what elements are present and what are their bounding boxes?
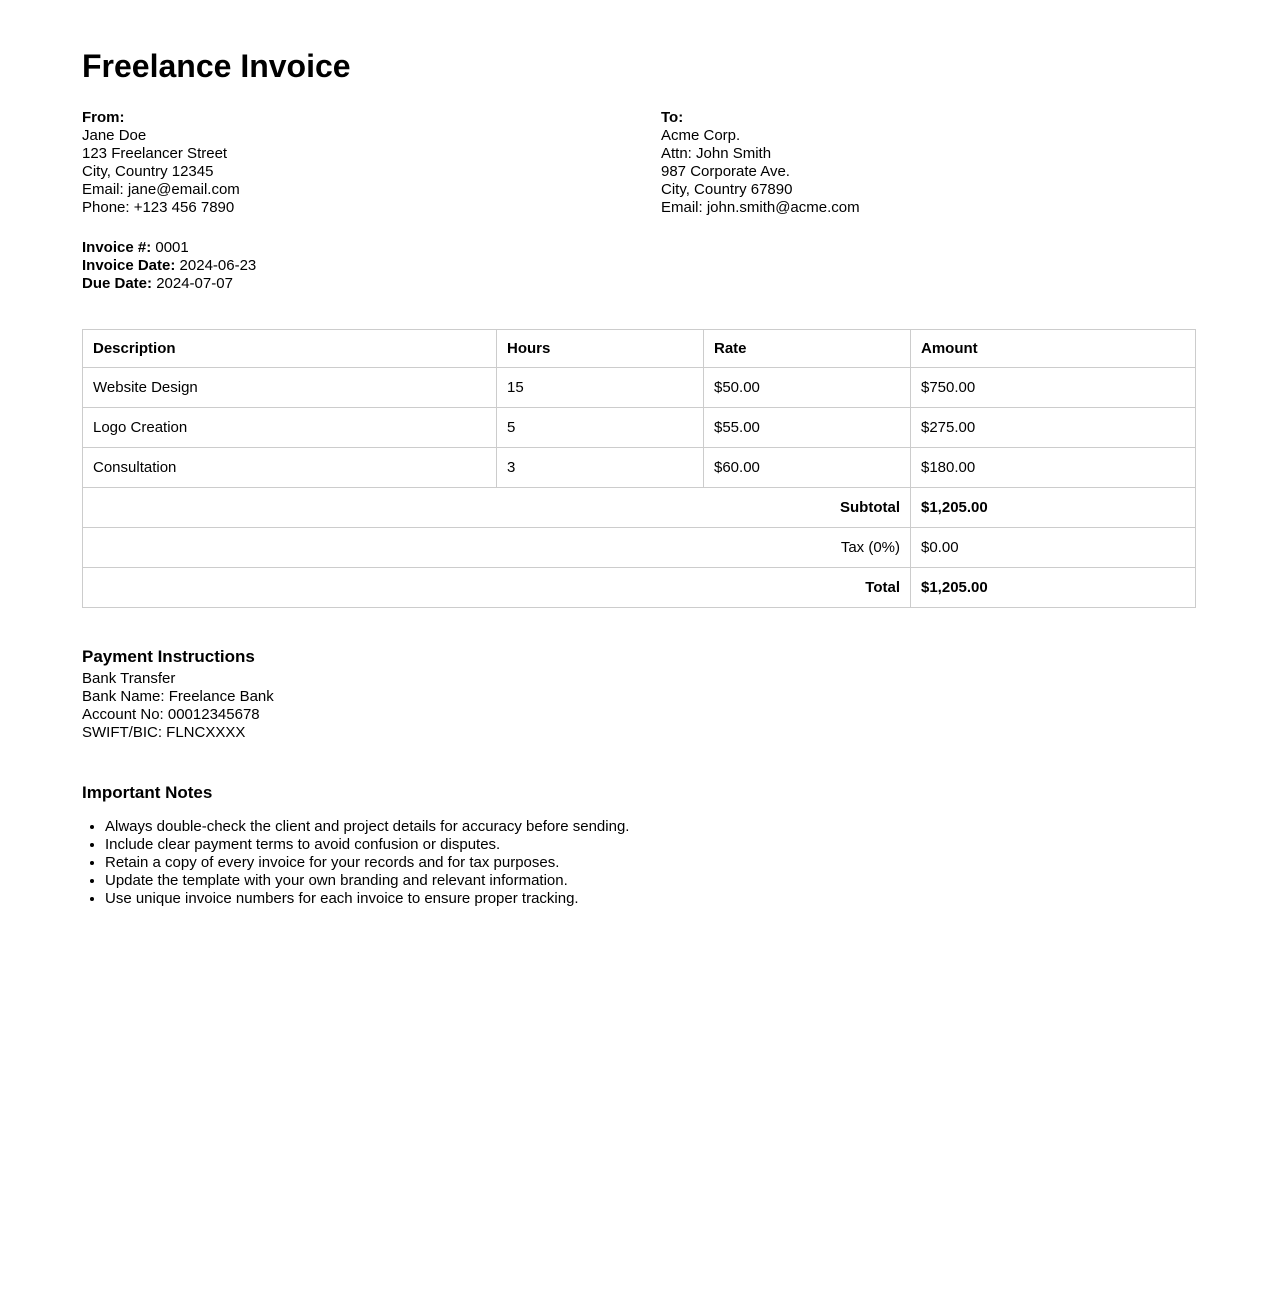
table-header-row: Description Hours Rate Amount xyxy=(82,328,1196,368)
cell-amount: $180.00 xyxy=(910,446,1196,488)
cell-description: Consultation xyxy=(82,446,497,488)
header-amount: Amount xyxy=(910,328,1196,368)
notes-list: Always double-check the client and proje… xyxy=(82,818,1195,908)
from-name: Jane Doe xyxy=(82,126,147,144)
cell-amount: $750.00 xyxy=(910,366,1196,408)
tax-value: $0.00 xyxy=(910,526,1196,568)
header-rate: Rate xyxy=(703,328,911,368)
due-date-value: 2024-07-07 xyxy=(156,274,233,292)
to-block: To: Acme Corp. Attn: John Smith 987 Corp… xyxy=(661,109,1195,217)
invoice-number-line: Invoice #: 0001 xyxy=(82,239,1195,257)
from-city: City, Country 12345 xyxy=(82,162,214,180)
address-blocks: From: Jane Doe 123 Freelancer Street Cit… xyxy=(82,109,1195,217)
subtotal-label: Subtotal xyxy=(82,486,911,528)
account-number: Account No: 00012345678 xyxy=(82,705,260,723)
invoice-date-label: Invoice Date: xyxy=(82,256,176,274)
note-item: Always double-check the client and proje… xyxy=(105,818,1195,836)
cell-rate: $60.00 xyxy=(703,446,911,488)
payment-method: Bank Transfer xyxy=(82,669,176,687)
to-city: City, Country 67890 xyxy=(661,180,793,198)
to-label: To: xyxy=(661,108,684,126)
table-row: Consultation 3 $60.00 $180.00 xyxy=(82,446,1196,488)
to-attn: Attn: John Smith xyxy=(661,144,772,162)
payment-instructions-heading: Payment Instructions xyxy=(82,646,255,666)
payment-instructions-section: Payment Instructions Bank Transfer Bank … xyxy=(82,646,1195,742)
tax-row: Tax (0%) $0.00 xyxy=(82,526,1196,568)
invoice-date-value: 2024-06-23 xyxy=(179,256,257,274)
subtotal-row: Subtotal $1,205.00 xyxy=(82,486,1196,528)
cell-description: Website Design xyxy=(82,366,497,408)
header-hours: Hours xyxy=(496,328,704,368)
from-phone: Phone: +123 456 7890 xyxy=(82,198,235,216)
total-value: $1,205.00 xyxy=(910,566,1196,608)
important-notes-section: Important Notes Always double-check the … xyxy=(82,782,1195,908)
note-item: Retain a copy of every invoice for your … xyxy=(105,854,1195,872)
line-items-table: Description Hours Rate Amount Website De… xyxy=(82,328,1196,608)
due-date-label: Due Date: xyxy=(82,274,153,292)
table-row: Logo Creation 5 $55.00 $275.00 xyxy=(82,406,1196,448)
to-email: Email: john.smith@acme.com xyxy=(661,198,860,216)
invoice-date-line: Invoice Date: 2024-06-23 xyxy=(82,257,1195,275)
total-row: Total $1,205.00 xyxy=(82,566,1196,608)
cell-description: Logo Creation xyxy=(82,406,497,448)
bank-name: Bank Name: Freelance Bank xyxy=(82,687,274,705)
to-street: 987 Corporate Ave. xyxy=(661,162,790,180)
cell-hours: 5 xyxy=(496,406,704,448)
note-item: Update the template with your own brandi… xyxy=(105,872,1195,890)
note-item: Use unique invoice numbers for each invo… xyxy=(105,890,1195,908)
cell-hours: 3 xyxy=(496,446,704,488)
page-title: Freelance Invoice xyxy=(82,48,351,84)
invoice-meta: Invoice #: 0001 Invoice Date: 2024-06-23… xyxy=(82,239,1195,293)
table-row: Website Design 15 $50.00 $750.00 xyxy=(82,366,1196,408)
cell-rate: $50.00 xyxy=(703,366,911,408)
note-item: Include clear payment terms to avoid con… xyxy=(105,836,1195,854)
invoice-number-value: 0001 xyxy=(155,238,189,256)
from-label: From: xyxy=(82,108,125,126)
total-label: Total xyxy=(82,566,911,608)
header-description: Description xyxy=(82,328,497,368)
swift-bic: SWIFT/BIC: FLNCXXXX xyxy=(82,723,246,741)
cell-hours: 15 xyxy=(496,366,704,408)
from-block: From: Jane Doe 123 Freelancer Street Cit… xyxy=(82,109,661,217)
from-street: 123 Freelancer Street xyxy=(82,144,228,162)
cell-amount: $275.00 xyxy=(910,406,1196,448)
due-date-line: Due Date: 2024-07-07 xyxy=(82,275,1195,293)
important-notes-heading: Important Notes xyxy=(82,782,213,802)
cell-rate: $55.00 xyxy=(703,406,911,448)
invoice-number-label: Invoice #: xyxy=(82,238,152,256)
subtotal-value: $1,205.00 xyxy=(910,486,1196,528)
tax-label: Tax (0%) xyxy=(82,526,911,568)
from-email: Email: jane@email.com xyxy=(82,180,240,198)
to-company: Acme Corp. xyxy=(661,126,741,144)
